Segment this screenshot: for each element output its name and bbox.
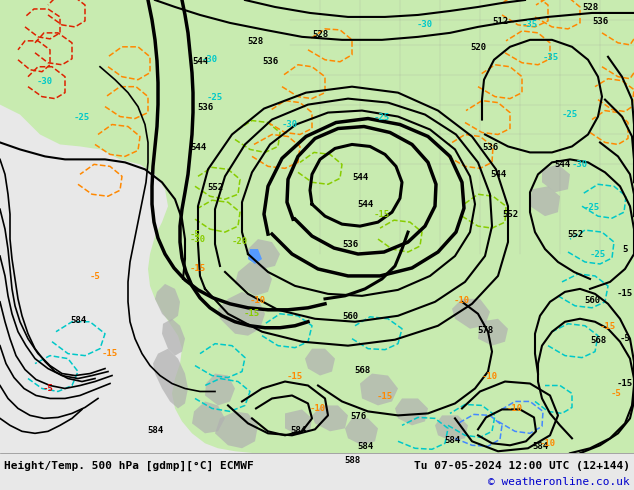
Text: 552: 552 bbox=[502, 210, 518, 219]
Text: 576: 576 bbox=[350, 412, 366, 421]
Polygon shape bbox=[248, 249, 262, 264]
Text: -10: -10 bbox=[454, 296, 470, 305]
Text: 584: 584 bbox=[532, 442, 548, 451]
Text: -5: -5 bbox=[42, 384, 53, 393]
Text: -30: -30 bbox=[37, 77, 53, 86]
Text: -25: -25 bbox=[590, 249, 606, 259]
Text: -25: -25 bbox=[584, 203, 600, 212]
Polygon shape bbox=[155, 284, 180, 322]
Text: 536: 536 bbox=[262, 57, 278, 66]
Polygon shape bbox=[395, 398, 428, 425]
Text: Tu 07-05-2024 12:00 UTC (12+144): Tu 07-05-2024 12:00 UTC (12+144) bbox=[414, 461, 630, 471]
Polygon shape bbox=[218, 292, 265, 336]
Text: 568: 568 bbox=[590, 336, 606, 345]
Polygon shape bbox=[360, 373, 398, 405]
Text: 544: 544 bbox=[190, 143, 206, 152]
Polygon shape bbox=[435, 416, 468, 441]
Text: -15: -15 bbox=[244, 309, 260, 318]
Text: 528: 528 bbox=[247, 37, 263, 47]
Polygon shape bbox=[248, 239, 280, 269]
Polygon shape bbox=[215, 412, 258, 448]
Text: 584: 584 bbox=[357, 442, 373, 451]
Text: 584: 584 bbox=[147, 426, 163, 435]
Text: -15: -15 bbox=[374, 210, 390, 219]
Text: -10: -10 bbox=[250, 296, 266, 305]
Polygon shape bbox=[345, 418, 378, 445]
Text: -5: -5 bbox=[619, 334, 630, 343]
Text: -10: -10 bbox=[482, 372, 498, 381]
Text: -30: -30 bbox=[572, 160, 588, 169]
Text: -5: -5 bbox=[190, 230, 200, 239]
Text: -30: -30 bbox=[190, 235, 206, 244]
Text: -25: -25 bbox=[562, 110, 578, 119]
Polygon shape bbox=[542, 164, 570, 192]
Polygon shape bbox=[205, 373, 235, 405]
Text: -15: -15 bbox=[377, 392, 393, 401]
Text: 584: 584 bbox=[70, 316, 86, 325]
Polygon shape bbox=[305, 349, 335, 375]
Text: 544: 544 bbox=[352, 173, 368, 182]
Text: -35: -35 bbox=[543, 53, 559, 62]
Text: -30: -30 bbox=[282, 120, 298, 129]
Text: -15: -15 bbox=[190, 265, 206, 273]
Text: -20: -20 bbox=[232, 237, 248, 245]
Text: 536: 536 bbox=[592, 18, 608, 26]
Text: 560: 560 bbox=[342, 312, 358, 321]
Text: -5: -5 bbox=[89, 272, 100, 281]
Polygon shape bbox=[153, 349, 188, 409]
Text: 544: 544 bbox=[192, 57, 208, 66]
Text: 528: 528 bbox=[312, 30, 328, 39]
Text: 536: 536 bbox=[482, 143, 498, 152]
Text: 5: 5 bbox=[623, 245, 628, 253]
Text: -25: -25 bbox=[207, 93, 223, 102]
Text: 528: 528 bbox=[582, 3, 598, 12]
Text: -15: -15 bbox=[617, 379, 633, 388]
Text: -30: -30 bbox=[202, 55, 218, 64]
Text: 552: 552 bbox=[567, 230, 583, 239]
Text: 512: 512 bbox=[492, 18, 508, 26]
Text: 560: 560 bbox=[584, 296, 600, 305]
Polygon shape bbox=[478, 319, 508, 345]
Polygon shape bbox=[312, 405, 348, 431]
Text: -15: -15 bbox=[600, 322, 616, 331]
Polygon shape bbox=[285, 410, 312, 435]
Text: -25: -25 bbox=[374, 113, 390, 122]
Text: -15: -15 bbox=[287, 372, 303, 381]
Text: -10: -10 bbox=[310, 404, 326, 413]
Text: -30: -30 bbox=[417, 21, 433, 29]
Polygon shape bbox=[530, 186, 560, 216]
Text: 536: 536 bbox=[197, 103, 213, 112]
Polygon shape bbox=[452, 299, 490, 329]
Text: -15: -15 bbox=[102, 349, 118, 358]
Text: 552: 552 bbox=[207, 183, 223, 192]
Polygon shape bbox=[0, 0, 634, 453]
Text: Height/Temp. 500 hPa [gdmp][°C] ECMWF: Height/Temp. 500 hPa [gdmp][°C] ECMWF bbox=[4, 461, 254, 471]
Polygon shape bbox=[192, 401, 225, 433]
Text: 520: 520 bbox=[470, 43, 486, 52]
Polygon shape bbox=[162, 319, 185, 356]
Text: © weatheronline.co.uk: © weatheronline.co.uk bbox=[488, 477, 630, 488]
Text: -35: -35 bbox=[522, 21, 538, 29]
Text: 568: 568 bbox=[354, 366, 370, 375]
Text: -10: -10 bbox=[540, 439, 556, 448]
Text: 584: 584 bbox=[444, 436, 460, 445]
Text: 544: 544 bbox=[490, 170, 506, 179]
Text: 536: 536 bbox=[342, 240, 358, 248]
Text: 578: 578 bbox=[477, 326, 493, 335]
Text: 588: 588 bbox=[344, 456, 360, 465]
Text: -15: -15 bbox=[617, 290, 633, 298]
Polygon shape bbox=[235, 262, 272, 296]
Text: -25: -25 bbox=[74, 113, 90, 122]
Text: -10: -10 bbox=[507, 404, 523, 413]
Text: 544: 544 bbox=[554, 160, 570, 169]
Text: -5: -5 bbox=[611, 389, 621, 398]
Text: 584: 584 bbox=[290, 426, 306, 435]
Text: 544: 544 bbox=[357, 200, 373, 209]
